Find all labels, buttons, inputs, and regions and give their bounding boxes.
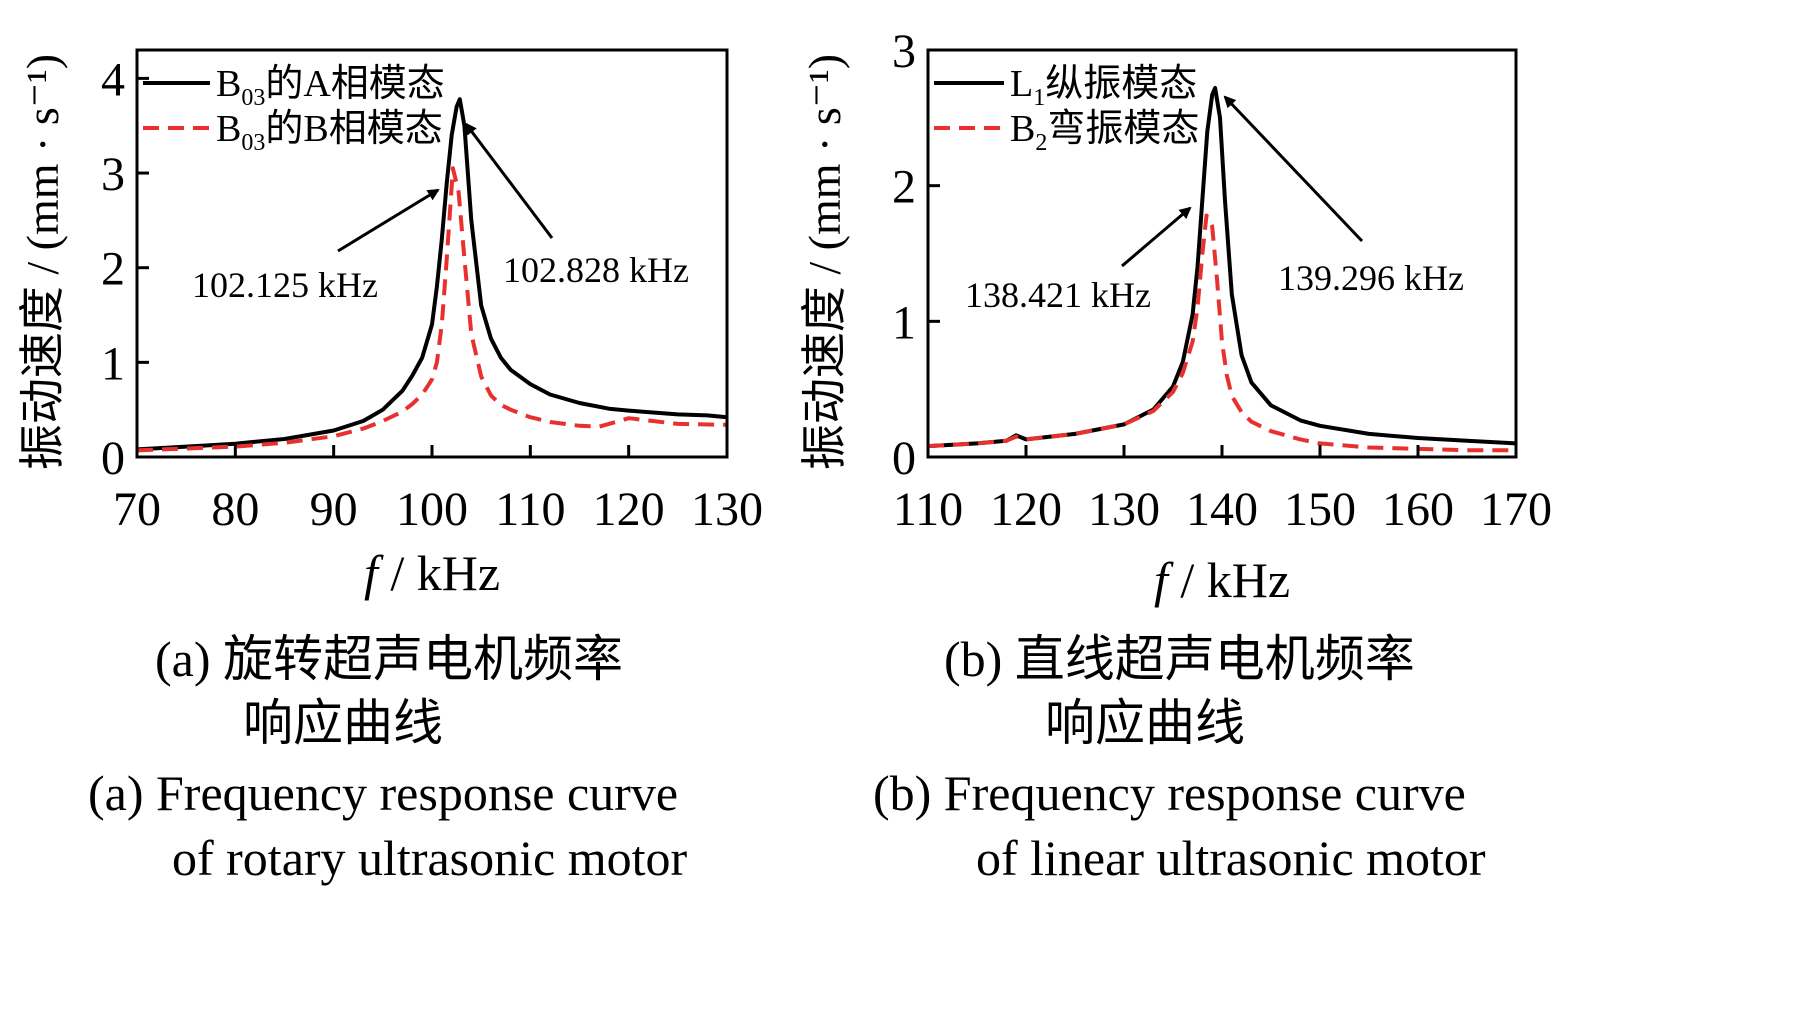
chart-b-y-tick-label-1: 1 (892, 296, 916, 349)
chart-b-x-tick-label-1: 120 (990, 483, 1062, 536)
chart-a-legend: B03的A相模态 B03的B相模态 (143, 63, 445, 156)
chart-b-x-tick-label-6: 170 (1480, 483, 1552, 536)
chart-b-annotation-1: 139.296 kHz (1278, 258, 1464, 298)
chart-a: 70 80 90 100 110 120 130 0 1 2 3 4 振动速度 / (mm · s⁻¹… (17, 48, 763, 601)
caption-a: (a) 旋转超声电机频率 响应曲线 (a) Frequency response… (88, 631, 687, 886)
chart-b-ticks: 110 120 130 140 150 160 170 0 1 2 3 (892, 25, 1552, 536)
chart-b-x-tick-label-3: 140 (1186, 483, 1258, 536)
chart-a-annotation-arrow-1 (464, 122, 554, 239)
chart-b-y-tick-label-2: 2 (892, 161, 916, 214)
chart-a-x-tick-label-0: 70 (113, 483, 161, 536)
chart-a-annotation-arrow-0 (337, 188, 440, 253)
chart-b-y-axis-label: 振动速度 / (mm · s⁻¹) (799, 54, 850, 470)
chart-a-x-tick-label-4: 110 (495, 483, 565, 536)
chart-b-annotation-arrow-0 (1121, 206, 1192, 268)
chart-a-legend-label-0: B03的A相模态 (216, 63, 445, 111)
caption-b-en-line1: (b) Frequency response curve (873, 765, 1466, 821)
chart-b-annotation-0: 138.421 kHz (965, 275, 1151, 315)
caption-a-cn-line1: (a) 旋转超声电机频率 (155, 631, 623, 687)
chart-a-legend-label-1: B03的B相模态 (216, 108, 443, 156)
chart-a-y-tick-label-2: 2 (101, 243, 125, 296)
caption-a-en-line2: of rotary ultrasonic motor (172, 830, 687, 886)
caption-b-cn-line2: 响应曲线 (1045, 695, 1245, 751)
chart-b-x-axis-label: f / kHz (1154, 552, 1290, 608)
chart-a-series-layer (136, 97, 728, 453)
chart-b-y-tick-label-3: 3 (892, 25, 916, 78)
chart-a-y-axis-label: 振动速度 / (mm · s⁻¹) (17, 54, 68, 470)
caption-a-en-line1: (a) Frequency response curve (88, 765, 678, 821)
chart-a-y-tick-label-0: 0 (101, 432, 125, 485)
chart-a-x-tick-label-5: 120 (593, 483, 665, 536)
chart-a-annotation-1: 102.828 kHz (503, 250, 689, 290)
chart-b-series-1 (927, 213, 1516, 453)
chart-b-x-tick-label-5: 160 (1382, 483, 1454, 536)
chart-a-x-tick-label-6: 130 (691, 483, 763, 536)
chart-b-legend: L1纵振模态 B2弯振模态 (934, 63, 1199, 156)
chart-a-annotation-0: 102.125 kHz (192, 265, 378, 305)
chart-b-x-tick-label-0: 110 (893, 483, 963, 536)
chart-b-y-tick-label-0: 0 (892, 432, 916, 485)
chart-a-x-tick-label-1: 80 (211, 483, 259, 536)
caption-a-cn-line2: 响应曲线 (243, 695, 443, 751)
chart-b-x-tick-label-4: 150 (1284, 483, 1356, 536)
chart-a-ticks: 70 80 90 100 110 120 130 0 1 2 3 4 (101, 53, 763, 536)
chart-b-x-tick-label-2: 130 (1088, 483, 1160, 536)
chart-a-x-tick-label-2: 90 (310, 483, 358, 536)
chart-b-series-layer (927, 86, 1517, 453)
chart-b-legend-label-0: L1纵振模态 (1010, 63, 1197, 111)
chart-a-series-0 (136, 97, 728, 452)
chart-a-x-tick-label-3: 100 (396, 483, 468, 536)
chart-a-series-1 (136, 166, 728, 453)
chart-b-legend-label-1: B2弯振模态 (1010, 108, 1199, 156)
caption-b: (b) 直线超声电机频率 响应曲线 (b) Frequency response… (873, 631, 1486, 886)
chart-a-x-axis-label: f / kHz (364, 545, 500, 601)
chart-b: 110 120 130 140 150 160 170 0 1 2 3 振动速度 / (mm · s… (799, 25, 1552, 608)
chart-b-series-0 (927, 86, 1517, 449)
chart-a-y-tick-label-4: 4 (101, 53, 125, 106)
caption-b-en-line2: of linear ultrasonic motor (976, 830, 1486, 886)
chart-b-annotation-arrow-1 (1223, 95, 1364, 243)
caption-b-cn-line1: (b) 直线超声电机频率 (944, 631, 1415, 687)
chart-a-y-tick-label-3: 3 (101, 148, 125, 201)
chart-a-y-tick-label-1: 1 (101, 337, 125, 390)
